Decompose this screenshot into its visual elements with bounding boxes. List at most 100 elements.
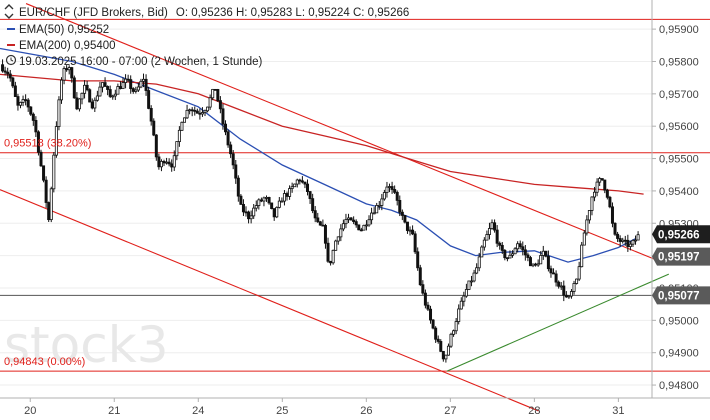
candle-body — [134, 89, 138, 92]
collapse-arrows-icon[interactable] — [4, 4, 14, 19]
candle-body — [159, 160, 163, 168]
candle-body — [562, 285, 566, 296]
x-tick-label: 24 — [192, 405, 204, 417]
candle-body — [282, 193, 286, 202]
candle-body — [34, 120, 38, 133]
candle-body — [329, 260, 333, 264]
candle-body — [452, 330, 456, 335]
candle-body — [90, 101, 94, 109]
candle-body — [36, 131, 40, 153]
candle-body — [49, 188, 53, 221]
x-tick-label: 26 — [360, 405, 372, 417]
candle-body — [572, 283, 576, 292]
candle-body — [185, 109, 189, 119]
candle-body — [52, 154, 56, 190]
candle-body — [475, 267, 479, 274]
candle-body — [523, 249, 527, 256]
candle-body — [464, 289, 468, 297]
candle-body — [521, 246, 525, 251]
y-tick-label: 0,94900 — [659, 348, 699, 360]
candle-body — [429, 308, 433, 321]
y-tick-label: 0,94800 — [659, 380, 699, 392]
candle-body — [595, 181, 599, 193]
clock-icon — [5, 54, 17, 66]
candle-body — [334, 240, 338, 251]
y-tick-label: 0,95500 — [659, 154, 699, 166]
candle-body — [300, 180, 304, 183]
candle-body — [582, 232, 586, 246]
candle-body — [634, 239, 638, 242]
candle-body — [631, 239, 635, 245]
candle-body — [372, 212, 376, 215]
candle-body — [80, 92, 84, 100]
candle-body — [85, 84, 89, 91]
candle-body — [516, 243, 520, 250]
candle-body — [564, 294, 568, 298]
candle-body — [113, 93, 117, 97]
candle-body — [418, 267, 422, 286]
candle-body — [636, 234, 640, 241]
candle-body — [467, 280, 471, 290]
x-axis-ticks: 20 21 24 25 26 27 28 31 — [24, 398, 625, 417]
candle-body — [1, 64, 5, 72]
candle-body — [569, 291, 573, 297]
candle-body — [270, 202, 274, 209]
candle-body — [216, 89, 220, 102]
candle-body — [395, 191, 399, 201]
candle-body — [613, 222, 617, 235]
candle-body — [229, 144, 233, 155]
candle-body — [421, 284, 425, 294]
candle-body — [247, 211, 251, 220]
candle-body — [398, 200, 402, 213]
candle-body — [316, 217, 320, 223]
candle-body — [77, 98, 81, 110]
candle-body — [413, 233, 417, 253]
candle-body — [587, 210, 591, 221]
candle-body — [513, 248, 517, 255]
candle-body — [265, 197, 269, 199]
fibo-level-label: 0,94843 (0.00%) — [4, 356, 85, 368]
candle-body — [480, 246, 484, 258]
candle-body — [129, 79, 133, 89]
candle-body — [180, 121, 184, 131]
candle-body — [557, 281, 561, 287]
candle-body — [457, 308, 461, 322]
candle-body — [446, 345, 450, 356]
candle-body — [224, 123, 228, 133]
candle-body — [193, 109, 197, 112]
candle-body — [257, 199, 261, 206]
candle-body — [11, 77, 15, 87]
price-badge-gray — [652, 286, 710, 305]
candle-body — [403, 215, 407, 223]
candle-body — [172, 155, 176, 168]
candle-body — [262, 197, 266, 202]
candle-body — [83, 84, 87, 94]
legend-ema200[interactable]: EMA(200) 0,95400 — [19, 40, 116, 52]
candle-body — [449, 333, 453, 347]
chart-legend: EUR/CHF (JFD Brokers, Bid) O: 0,95236 H: … — [4, 4, 409, 68]
candle-body — [154, 134, 158, 158]
candle-body — [559, 285, 563, 288]
candle-body — [498, 242, 502, 246]
candle-body — [93, 99, 97, 109]
y-tick-label: 0,95400 — [659, 186, 699, 198]
candle-body — [288, 188, 292, 197]
candle-body — [554, 273, 558, 283]
candle-body — [142, 78, 146, 82]
y-tick-label: 0,95600 — [659, 121, 699, 133]
price-badge-label: 0,95266 — [658, 229, 700, 241]
candle-body — [285, 193, 289, 197]
candle-body — [362, 224, 366, 231]
legend-ema50[interactable]: EMA(50) 0,95252 — [19, 24, 109, 36]
candle-body — [472, 272, 476, 282]
candle-body — [608, 196, 612, 208]
candle-body — [272, 208, 276, 218]
candle-body — [493, 222, 497, 231]
candle-body — [336, 236, 340, 242]
x-tick-label: 21 — [108, 405, 120, 417]
candle-body — [431, 319, 435, 329]
price-badge-label: 0,95077 — [658, 290, 700, 302]
clock-hands-icon — [10, 57, 14, 62]
candle-body — [367, 219, 371, 226]
